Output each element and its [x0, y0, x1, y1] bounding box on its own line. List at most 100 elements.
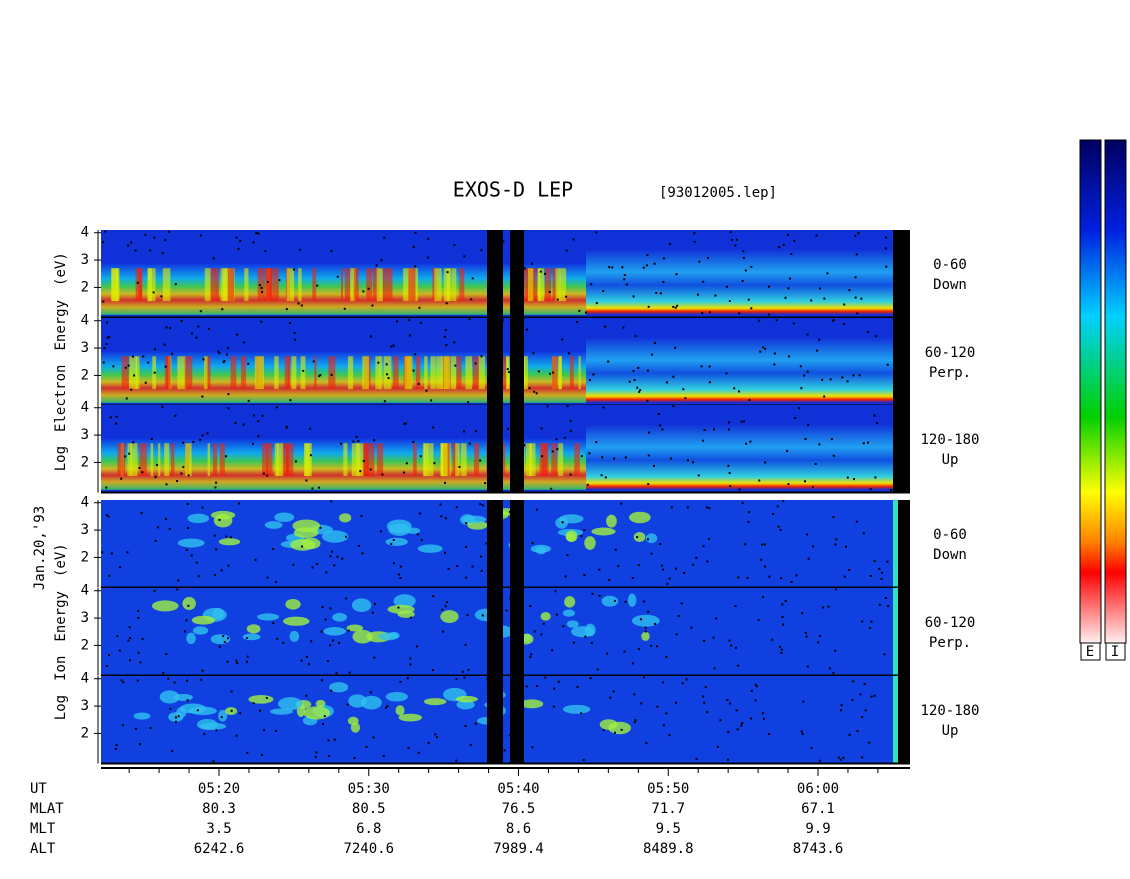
noise [747, 298, 750, 301]
noise [613, 457, 616, 460]
noise [235, 236, 238, 239]
noise [124, 455, 127, 458]
spectrogram-stripe [424, 356, 428, 390]
noise [672, 375, 675, 378]
noise [338, 641, 341, 644]
noise [282, 641, 285, 644]
spectrogram-blob [192, 626, 209, 635]
noise [548, 372, 551, 375]
noise [444, 481, 447, 484]
data-gap [898, 588, 910, 676]
noise [595, 441, 598, 444]
noise [784, 296, 787, 299]
noise [235, 659, 238, 662]
noise [818, 338, 821, 341]
noise [565, 295, 568, 298]
noise [555, 438, 558, 441]
noise [662, 724, 665, 727]
noise [126, 551, 129, 554]
spectrogram-blob [385, 692, 408, 702]
noise [642, 266, 645, 269]
date-label: Jan.20,'93 [32, 506, 48, 590]
noise [762, 717, 765, 720]
data-gap [510, 405, 524, 493]
noise [115, 422, 118, 425]
noise [768, 575, 771, 578]
spectrogram-stripe [522, 356, 528, 390]
noise [728, 639, 731, 642]
noise [293, 338, 296, 341]
noise [435, 736, 438, 739]
noise [530, 653, 533, 656]
noise [848, 568, 851, 571]
noise [611, 266, 614, 269]
noise [466, 614, 469, 617]
spectrogram-blob [212, 608, 225, 620]
noise [874, 476, 877, 479]
noise [734, 244, 737, 247]
spectrogram-stripe [372, 268, 380, 302]
noise [889, 488, 892, 491]
noise [737, 390, 740, 393]
spectrogram-stripe [127, 443, 132, 477]
spectrogram-stripe [285, 443, 294, 477]
noise [298, 248, 301, 251]
spectrogram-stripe [171, 443, 175, 477]
noise [207, 327, 210, 330]
noise [554, 590, 557, 593]
spectrogram-bg [101, 676, 910, 764]
noise [419, 321, 422, 324]
noise [778, 246, 781, 249]
data-gap [893, 500, 898, 588]
ephemeris-value: 05:40 [497, 781, 539, 797]
noise [129, 637, 132, 640]
noise [661, 568, 664, 571]
noise [310, 640, 313, 643]
noise [801, 612, 804, 615]
noise [316, 284, 319, 287]
noise [544, 676, 547, 679]
noise [392, 562, 395, 565]
noise [412, 369, 415, 372]
noise [392, 538, 395, 541]
noise [212, 257, 215, 260]
noise [625, 283, 628, 286]
noise [381, 473, 384, 476]
noise [218, 352, 221, 355]
noise [632, 662, 635, 665]
spectrogram-stripe [272, 268, 279, 302]
noise [652, 464, 655, 467]
noise [817, 641, 820, 644]
noise [620, 502, 623, 505]
noise [637, 648, 640, 651]
noise [192, 440, 195, 443]
spectrogram-stripe [121, 356, 129, 390]
noise [164, 239, 167, 242]
noise [656, 645, 659, 648]
spectrogram-stripe [164, 443, 170, 477]
noise [728, 300, 731, 303]
spectrogram-stripe [440, 443, 448, 477]
noise [636, 386, 639, 389]
spectrogram-band [586, 249, 893, 315]
spectrogram-stripe [162, 268, 171, 302]
noise [555, 613, 558, 616]
noise [596, 668, 599, 671]
panel-direction: Perp. [929, 365, 971, 381]
spectrogram-blob [562, 609, 576, 617]
noise [222, 361, 225, 364]
spectrogram-blob [608, 721, 632, 735]
spectrogram-blob [559, 514, 584, 524]
spectrogram-stripe [266, 268, 271, 302]
colorbar-label: E [1086, 644, 1094, 660]
noise [408, 319, 411, 322]
noise [727, 421, 730, 424]
panel-direction: Up [942, 452, 959, 468]
noise [685, 678, 688, 681]
y-axis-label: Log Electron Energy (eV) [53, 252, 69, 471]
panel-range: 60-120 [925, 615, 976, 631]
noise [383, 400, 386, 403]
noise [763, 543, 766, 546]
noise [777, 525, 780, 528]
noise [272, 547, 275, 550]
